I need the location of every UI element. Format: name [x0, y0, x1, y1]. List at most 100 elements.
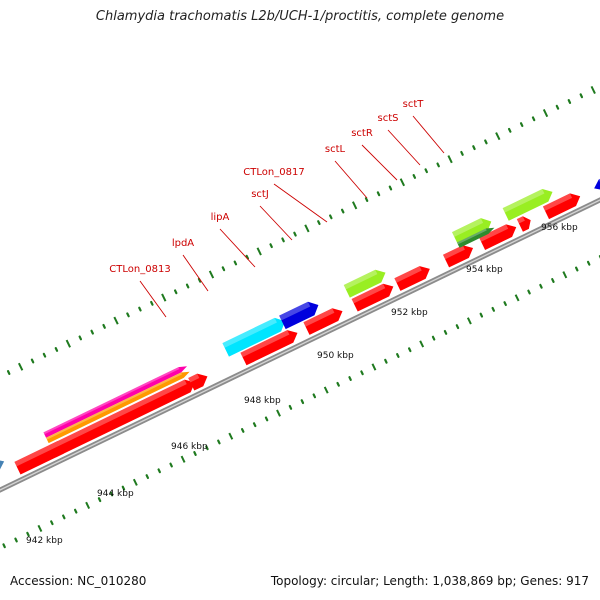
inner-ruler-minor-tick [503, 301, 507, 307]
inner-ruler-minor-tick [396, 353, 400, 358]
outer-ruler-minor-tick [126, 312, 130, 318]
inner-ruler-minor-tick [157, 468, 161, 474]
outer-ruler-minor-tick [102, 323, 106, 329]
outer-ruler-minor-tick [484, 139, 488, 145]
red-gene-arrow-9-highlight [479, 224, 509, 242]
outer-ruler-minor-tick [579, 93, 584, 99]
outer-ruler-major-tick [542, 109, 549, 118]
red-gene-arrow-11-highlight [542, 193, 573, 211]
red-gene-arrow-4-shape [240, 330, 298, 366]
outer-ruler-minor-tick [412, 174, 417, 179]
steelblue-gene-arrow-shape [0, 459, 5, 506]
outer-ruler-minor-tick [507, 127, 512, 133]
inner-ruler-minor-tick [491, 306, 495, 312]
outer-ruler-minor-tick [150, 300, 154, 306]
yellowgreen-gene-arrow-2-highlight [452, 218, 484, 237]
scale-label-952: 952 kbp [391, 308, 428, 318]
inner-ruler-minor-tick [336, 381, 340, 387]
gene-label-leader-sctl [334, 160, 368, 199]
inner-ruler-major-tick [466, 317, 472, 325]
outer-ruler-major-tick [590, 85, 596, 95]
inner-ruler-major-tick [514, 294, 520, 302]
outer-ruler-minor-tick [138, 306, 142, 312]
inner-ruler-minor-tick [348, 376, 352, 381]
yellowgreen-gene-arrow-1-highlight [343, 269, 378, 290]
gene-label-lpda: lpdA [172, 238, 194, 249]
inner-ruler-major-tick [180, 455, 186, 463]
yellowgreen-gene-arrow-2 [452, 218, 492, 246]
outer-ruler-minor-tick [519, 122, 524, 128]
darkgreen-gene-arrow-highlight [457, 228, 487, 245]
outer-ruler-minor-tick [329, 214, 333, 220]
red-gene-arrow-3 [188, 373, 208, 391]
inner-ruler-minor-tick [217, 439, 221, 445]
inner-ruler-minor-tick [539, 283, 543, 289]
outer-ruler-minor-tick [555, 104, 560, 110]
outer-ruler-minor-tick [90, 329, 94, 335]
inner-ruler-minor-tick [169, 462, 173, 468]
yellowgreen-gene-arrow-3-shape [502, 189, 553, 221]
red-gene-arrow-4-highlight [240, 330, 290, 358]
red-gene-arrow-8-shape [442, 245, 474, 268]
gene-label-ctlon-0817: CTLon_0817 [243, 167, 304, 178]
red-gene-arrow-9-shape [479, 224, 517, 250]
cyan-gene-arrow-highlight [222, 317, 277, 348]
outer-ruler-minor-tick [6, 370, 11, 375]
steelblue-gene-arrow [0, 459, 5, 506]
outer-ruler-major-tick [304, 224, 310, 233]
blue-reverse-arrow-1-shape [594, 174, 600, 191]
darkgreen-gene-arrow [457, 227, 495, 248]
outer-ruler-minor-tick [197, 277, 202, 283]
blue-gene-arrow-highlight [279, 301, 311, 321]
outer-ruler-minor-tick [233, 260, 238, 266]
red-gene-arrow-7-shape [394, 266, 430, 291]
outer-ruler-minor-tick [567, 99, 572, 104]
red-gene-arrow-5-shape [303, 308, 343, 335]
gene-label-leader-ctlon-0817 [273, 183, 328, 223]
backbone-highlight [0, 199, 600, 491]
red-gene-arrow-6-shape [351, 283, 394, 312]
outer-ruler-minor-tick [221, 266, 226, 272]
inner-ruler-minor-tick [586, 260, 591, 266]
inner-ruler-minor-tick [97, 497, 102, 503]
red-gene-arrow-8 [442, 245, 474, 268]
gene-label-scts: sctS [378, 113, 399, 124]
inner-ruler-minor-tick [73, 508, 78, 514]
red-gene-arrow-3-highlight [188, 373, 200, 383]
outer-ruler-minor-tick [472, 145, 476, 151]
orange-gene-arrow [46, 371, 190, 444]
scale-label-942: 942 kbp [26, 536, 63, 546]
inner-ruler-major-tick [132, 478, 138, 486]
inner-ruler-minor-tick [121, 485, 126, 491]
inner-ruler-minor-tick [479, 312, 484, 318]
inner-ruler-minor-tick [26, 531, 30, 537]
inner-ruler-major-tick [419, 340, 425, 348]
outer-ruler-minor-tick [245, 254, 250, 260]
outer-ruler-major-tick [352, 201, 358, 210]
red-gene-arrow-8-highlight [442, 245, 465, 260]
inner-ruler-minor-tick [551, 278, 555, 283]
scale-label-950: 950 kbp [317, 351, 354, 361]
orange-gene-arrow-highlight [46, 372, 183, 440]
inner-ruler-minor-tick [455, 324, 460, 330]
inner-ruler-minor-tick [109, 491, 114, 497]
outer-ruler-minor-tick [531, 116, 536, 122]
inner-ruler-minor-tick [264, 416, 269, 422]
magenta-gene-arrow [43, 366, 188, 438]
inner-ruler-minor-tick [14, 537, 18, 543]
outer-ruler-minor-tick [78, 335, 83, 341]
red-gene-arrow-7-highlight [394, 266, 422, 283]
outer-ruler-minor-tick [460, 150, 464, 156]
red-gene-arrow-10-shape [516, 216, 531, 232]
inner-ruler-major-tick [228, 432, 234, 440]
gene-label-ctlon-0813: CTLon_0813 [109, 264, 170, 275]
outer-ruler-minor-tick [317, 220, 321, 226]
red-gene-arrow-3-shape [188, 373, 208, 391]
inner-ruler-minor-tick [193, 451, 197, 456]
gene-label-leader-lipa [219, 228, 256, 268]
outer-ruler-minor-tick [30, 358, 35, 364]
yellowgreen-gene-arrow-3 [502, 189, 553, 221]
gene-label-sctt: sctT [403, 99, 425, 110]
outer-ruler-major-tick [113, 316, 119, 325]
